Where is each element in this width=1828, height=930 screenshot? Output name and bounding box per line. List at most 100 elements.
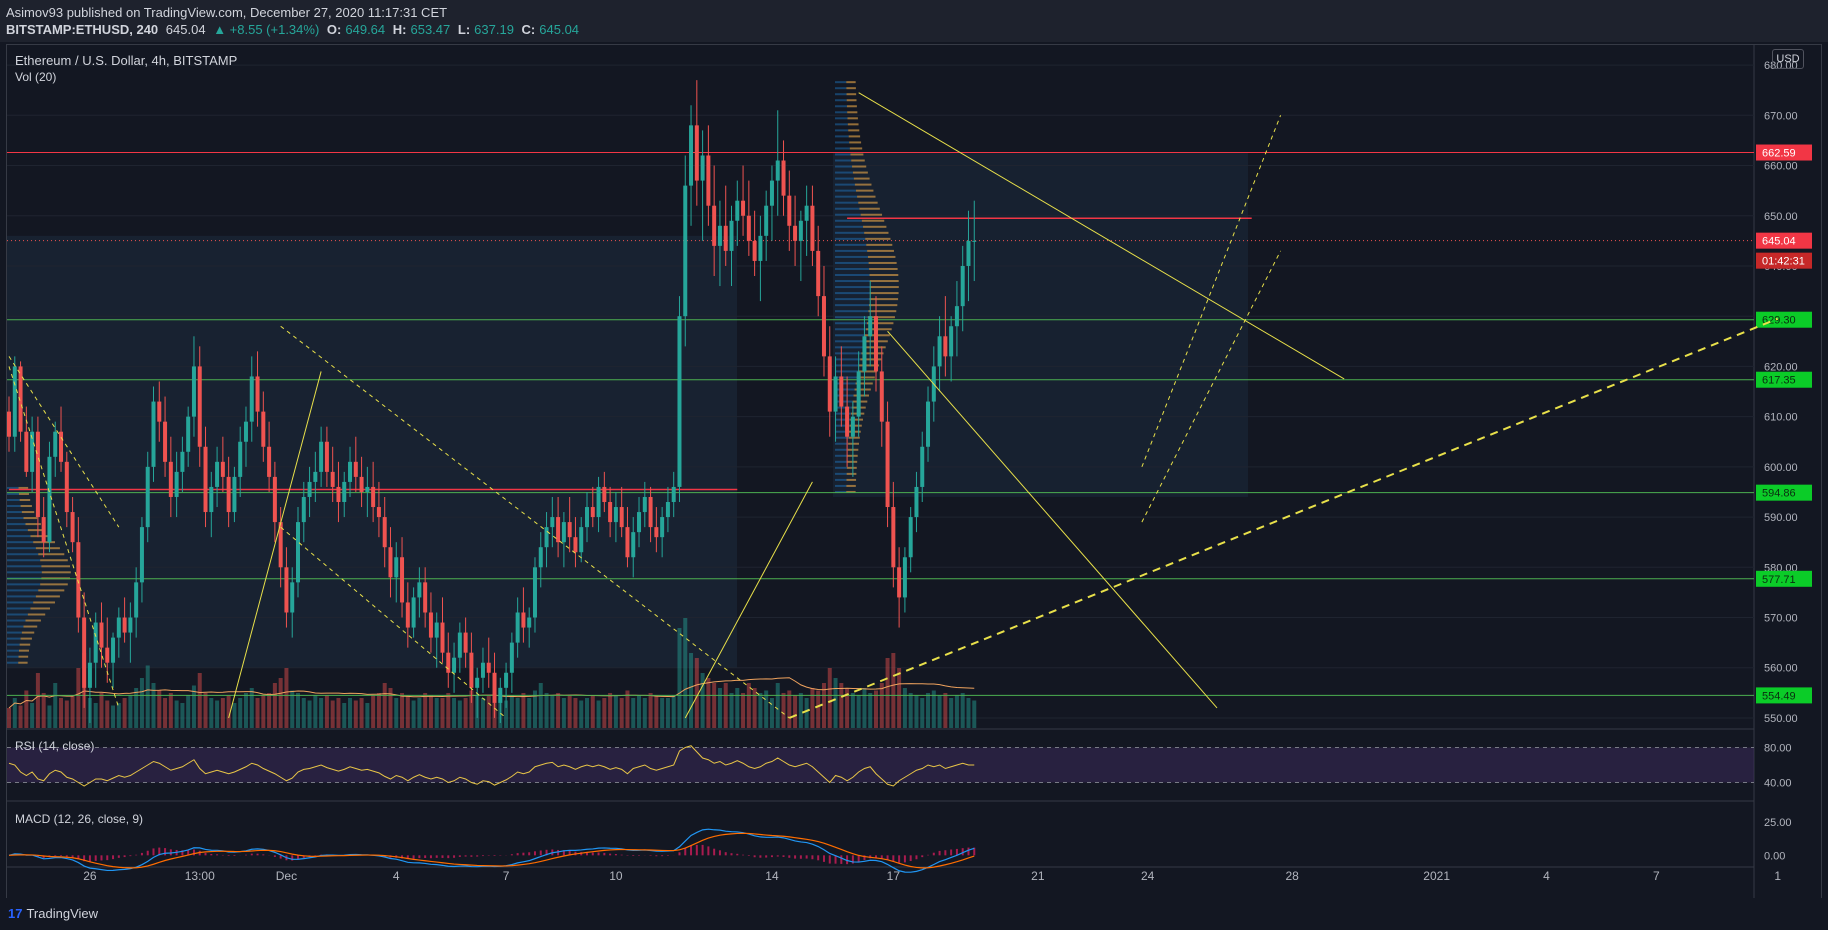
volume-bar: [342, 703, 347, 728]
volume-bar: [671, 695, 676, 728]
range-box: [7, 235, 737, 668]
volume-bar: [267, 693, 272, 728]
price-level-tag: [1756, 687, 1812, 704]
volume-bar: [238, 698, 243, 728]
volume-profile-bar: [846, 466, 857, 469]
volume-bar: [151, 683, 156, 728]
volume-profile-bar: [835, 189, 856, 192]
close-value: 645.04: [539, 22, 580, 37]
volume-profile-bar: [835, 129, 849, 132]
tradingview-logo-mark: 17: [8, 906, 23, 921]
volume-bar: [660, 698, 665, 728]
volume-bar: [145, 665, 150, 728]
volume-profile-bar: [835, 490, 847, 493]
trend-line: [228, 371, 322, 719]
volume-bar: [243, 693, 248, 728]
volume-profile-bar: [835, 310, 869, 313]
candle-body: [654, 527, 659, 538]
candle-body: [949, 326, 954, 357]
volume-bar: [532, 690, 537, 728]
volume-profile-bar: [7, 492, 19, 495]
candle-body: [665, 502, 670, 518]
open-value: 649.64: [345, 22, 386, 37]
time-axis-label: 26: [83, 869, 97, 883]
macd-histogram-bar: [811, 855, 814, 860]
volume-bar: [405, 695, 410, 728]
volume-bar: [261, 695, 266, 728]
candle-body: [492, 672, 497, 703]
candle-body: [556, 517, 561, 543]
volume-bar: [798, 693, 803, 728]
macd-histogram-bar: [106, 855, 109, 861]
volume-profile-bar: [23, 517, 38, 520]
volume-profile-bar: [35, 595, 60, 598]
volume-bar: [365, 703, 370, 728]
volume-legend[interactable]: Vol (20): [15, 70, 57, 84]
macd-histogram-bar: [609, 853, 612, 856]
candle-body: [70, 512, 75, 543]
volume-profile-bar: [19, 643, 31, 646]
tradingview-logo[interactable]: 17 TradingView: [8, 906, 98, 921]
volume-bar: [521, 693, 526, 728]
macd-histogram-bar: [435, 855, 438, 858]
volume-bar: [862, 688, 867, 728]
volume-profile-bar: [7, 517, 24, 520]
volume-bar: [665, 698, 670, 728]
candle-body: [105, 647, 110, 663]
candle-body: [226, 476, 231, 513]
candle-body: [215, 461, 220, 487]
volume-bar: [741, 693, 746, 728]
candle-body: [446, 652, 451, 673]
volume-profile-bar: [7, 613, 28, 616]
low-value: 637.19: [474, 22, 514, 37]
volume-bar: [388, 688, 393, 728]
macd-histogram-bar: [140, 852, 143, 856]
macd-histogram-bar: [857, 855, 860, 862]
volume-profile-bar: [867, 316, 895, 319]
volume-profile-bar: [27, 613, 46, 616]
price-chart[interactable]: 680.00670.00660.00650.00640.00630.00620.…: [0, 0, 1828, 900]
candle-body: [775, 160, 780, 181]
currency-button[interactable]: USD: [1772, 49, 1804, 69]
volume-bar: [116, 703, 121, 728]
macd-legend[interactable]: MACD (12, 26, close, 9): [15, 812, 144, 826]
candle-body: [342, 481, 347, 503]
volume-bar: [567, 695, 572, 728]
macd-histogram-bar: [227, 855, 230, 856]
candle-body: [87, 662, 92, 688]
volume-profile-bar: [868, 261, 897, 264]
volume-profile-bar: [835, 171, 853, 174]
volume-profile-bar: [7, 661, 19, 664]
volume-profile-bar: [18, 661, 28, 664]
volume-bar: [382, 683, 387, 728]
macd-histogram-bar: [181, 850, 184, 856]
price-level-tag: [1756, 484, 1812, 501]
candle-body: [330, 471, 335, 487]
candle-body: [145, 466, 150, 528]
volume-profile-bar: [7, 619, 26, 622]
macd-histogram-bar: [406, 855, 409, 860]
macd-histogram-bar: [932, 852, 935, 856]
volume-bar: [960, 693, 965, 728]
rsi-legend[interactable]: RSI (14, close): [15, 739, 95, 753]
volume-profile-bar: [35, 547, 60, 550]
candle-body: [457, 632, 462, 658]
candle-body: [700, 155, 705, 181]
macd-histogram-bar: [297, 855, 299, 860]
volume-bar: [400, 693, 405, 728]
trend-line: [280, 325, 790, 719]
volume-bar: [972, 700, 977, 728]
candle-body: [7, 411, 11, 437]
volume-profile-bar: [865, 328, 892, 331]
macd-histogram-bar: [794, 855, 797, 859]
volume-profile-bar: [835, 388, 855, 391]
volume-profile-bar: [18, 655, 29, 658]
volume-profile-bar: [869, 292, 899, 295]
volume-bar: [856, 695, 861, 728]
macd-histogram-bar: [886, 855, 889, 860]
volume-profile-bar: [7, 547, 36, 550]
volume-profile-bar: [835, 111, 848, 114]
macd-tick-label: 0.00: [1764, 850, 1785, 862]
volume-profile-bar: [835, 177, 854, 180]
volume-bar: [926, 693, 931, 728]
